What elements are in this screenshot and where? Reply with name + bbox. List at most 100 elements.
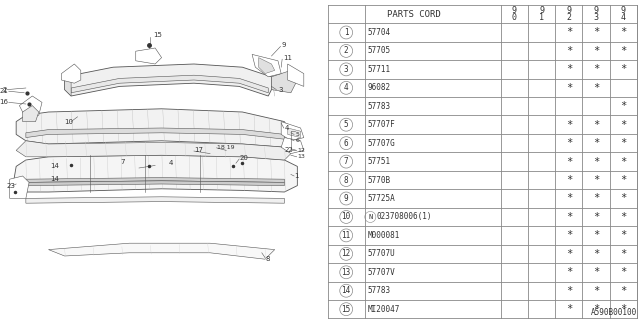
Text: 11: 11 xyxy=(342,231,351,240)
Polygon shape xyxy=(10,176,29,198)
Text: 12: 12 xyxy=(342,249,351,258)
Text: 3: 3 xyxy=(278,87,282,92)
Text: *: * xyxy=(593,175,599,185)
Text: 18 19: 18 19 xyxy=(216,145,234,150)
Text: *: * xyxy=(566,28,572,37)
Text: 57783: 57783 xyxy=(367,102,390,111)
Polygon shape xyxy=(265,67,284,90)
Text: 9: 9 xyxy=(593,6,598,15)
Text: *: * xyxy=(566,138,572,148)
Polygon shape xyxy=(281,138,304,154)
Text: 96082: 96082 xyxy=(367,83,390,92)
Text: 15: 15 xyxy=(342,305,351,314)
Polygon shape xyxy=(26,128,284,139)
Text: A590B00100: A590B00100 xyxy=(591,308,637,317)
Text: *: * xyxy=(620,286,627,296)
Text: 2: 2 xyxy=(566,13,572,22)
Text: 57725A: 57725A xyxy=(367,194,395,203)
Polygon shape xyxy=(26,181,284,186)
Text: *: * xyxy=(593,230,599,240)
Text: *: * xyxy=(620,101,627,111)
Text: 10: 10 xyxy=(342,212,351,221)
Text: *: * xyxy=(620,249,627,259)
Polygon shape xyxy=(287,64,304,86)
Text: *: * xyxy=(620,138,627,148)
Text: *: * xyxy=(566,175,572,185)
Text: 57711: 57711 xyxy=(367,65,390,74)
Text: *: * xyxy=(566,120,572,130)
Text: *: * xyxy=(593,267,599,277)
Text: 0: 0 xyxy=(512,13,517,22)
Text: 9: 9 xyxy=(344,194,349,203)
Polygon shape xyxy=(49,243,275,259)
Text: *: * xyxy=(566,286,572,296)
Text: 57783: 57783 xyxy=(367,286,390,295)
Text: M000081: M000081 xyxy=(367,231,399,240)
Text: 9: 9 xyxy=(539,6,544,15)
Text: *: * xyxy=(620,46,627,56)
Polygon shape xyxy=(22,106,39,122)
Text: *: * xyxy=(620,156,627,167)
Text: N: N xyxy=(368,214,372,220)
Text: *: * xyxy=(566,304,572,314)
Text: *: * xyxy=(566,230,572,240)
Text: 3: 3 xyxy=(593,13,598,22)
Polygon shape xyxy=(259,58,275,74)
Text: 9: 9 xyxy=(621,6,626,15)
Polygon shape xyxy=(13,155,298,192)
Text: 023708006(1): 023708006(1) xyxy=(376,212,432,221)
Text: 15: 15 xyxy=(154,32,163,38)
Polygon shape xyxy=(136,48,161,64)
Text: 13: 13 xyxy=(342,268,351,277)
Text: 57707V: 57707V xyxy=(367,268,395,277)
Text: 3: 3 xyxy=(344,65,349,74)
Text: 9: 9 xyxy=(566,6,572,15)
Text: 57707G: 57707G xyxy=(367,139,395,148)
Text: 6: 6 xyxy=(296,138,300,143)
Text: 57707F: 57707F xyxy=(367,120,395,129)
Text: 9: 9 xyxy=(281,42,285,48)
Text: *: * xyxy=(620,212,627,222)
Text: 13: 13 xyxy=(298,154,305,159)
Text: 1: 1 xyxy=(344,28,349,37)
Text: 6: 6 xyxy=(344,139,349,148)
Text: 2: 2 xyxy=(344,46,349,55)
Text: *: * xyxy=(566,267,572,277)
Text: *: * xyxy=(566,249,572,259)
Text: 4: 4 xyxy=(169,160,173,166)
Text: *: * xyxy=(593,46,599,56)
Text: 14: 14 xyxy=(51,176,60,182)
Polygon shape xyxy=(271,70,298,93)
Text: *: * xyxy=(566,194,572,204)
Polygon shape xyxy=(16,141,291,160)
Text: *: * xyxy=(593,120,599,130)
Text: 8: 8 xyxy=(265,256,269,262)
Text: *: * xyxy=(593,249,599,259)
Text: 10: 10 xyxy=(65,119,74,124)
Text: *: * xyxy=(566,156,572,167)
Polygon shape xyxy=(26,197,284,203)
Text: 57707U: 57707U xyxy=(367,249,395,258)
Text: 11: 11 xyxy=(283,55,292,60)
Text: 9: 9 xyxy=(512,6,517,15)
Polygon shape xyxy=(16,109,291,147)
Text: 57704: 57704 xyxy=(367,28,390,37)
Text: *: * xyxy=(593,28,599,37)
Text: 5770B: 5770B xyxy=(367,176,390,185)
Polygon shape xyxy=(252,54,281,77)
Text: *: * xyxy=(593,156,599,167)
Text: 23: 23 xyxy=(6,183,15,188)
Text: *: * xyxy=(566,64,572,74)
Text: *: * xyxy=(593,64,599,74)
Text: *: * xyxy=(566,212,572,222)
Polygon shape xyxy=(61,64,81,83)
Text: 17: 17 xyxy=(194,148,203,153)
Text: MI20047: MI20047 xyxy=(367,305,399,314)
Text: *: * xyxy=(593,286,599,296)
Text: 2: 2 xyxy=(2,87,6,92)
Text: 12: 12 xyxy=(298,148,305,153)
Text: *: * xyxy=(593,83,599,93)
Polygon shape xyxy=(281,122,304,141)
Text: 4: 4 xyxy=(621,13,626,22)
Text: 1: 1 xyxy=(539,13,544,22)
